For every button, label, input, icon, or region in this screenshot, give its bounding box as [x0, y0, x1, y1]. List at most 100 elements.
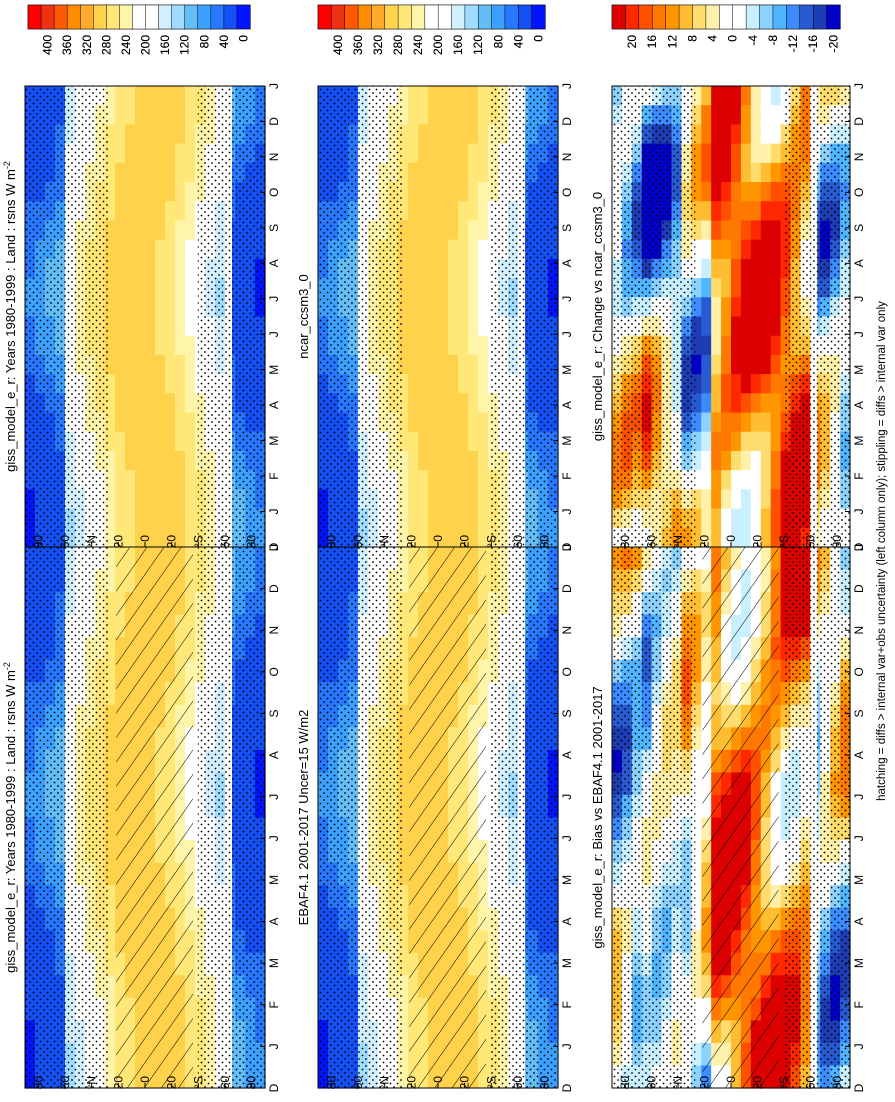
field-cell: [165, 182, 176, 202]
field-cell: [175, 450, 186, 471]
field-cell: [468, 201, 479, 222]
field-cell: [105, 354, 116, 375]
field-cell: [115, 220, 126, 241]
field-cell: [125, 143, 136, 164]
panel-title: ncar_ccsm3_0: [296, 274, 311, 359]
colorbar-label: 200: [139, 35, 153, 55]
field-cell: [691, 316, 702, 337]
field-cell: [398, 450, 409, 471]
field-cell: [175, 105, 186, 126]
field-cell: [438, 412, 449, 433]
field-cell: [731, 374, 742, 394]
colorbar-swatch: [651, 4, 667, 30]
field-cell: [448, 86, 459, 106]
field-cell: [458, 297, 469, 318]
field-cell: [750, 239, 762, 260]
field-cell: [711, 162, 722, 183]
colorbar-label: 400: [41, 35, 55, 55]
field-cell: [760, 239, 772, 260]
month-tick-label: J: [267, 544, 281, 550]
field-cell: [468, 489, 479, 510]
field-cell: [731, 239, 742, 260]
field-cell: [408, 412, 419, 433]
field-cell: [691, 817, 702, 841]
field-cell: [438, 239, 449, 260]
field-cell: [770, 450, 782, 471]
field-cell: [770, 393, 782, 414]
colorbar-label: 0: [531, 35, 545, 42]
field-cell: [135, 105, 146, 126]
field-cell: [448, 182, 459, 202]
field-cell: [105, 220, 116, 241]
field-cell: [428, 316, 439, 337]
field-cell: [408, 143, 419, 164]
hatching-overlay: [116, 547, 193, 1088]
field-cell: [750, 393, 762, 414]
field-cell: [145, 239, 156, 260]
field-cell: [740, 201, 752, 222]
field-cell: [398, 794, 409, 819]
colorbar-label: -4: [746, 35, 760, 46]
month-tick-label: M: [560, 365, 574, 375]
month-tick-label: J: [560, 1043, 574, 1049]
month-tick-label: O: [560, 188, 574, 197]
colorbar-swatch: [93, 4, 107, 30]
field-cell: [135, 297, 146, 318]
month-tick-label: J: [267, 794, 281, 800]
colorbar-swatch: [371, 4, 386, 30]
field-cell: [135, 431, 146, 452]
field-cell: [398, 930, 409, 954]
colorbar-swatch: [344, 4, 359, 30]
field-cell: [418, 258, 429, 279]
field-cell: [155, 220, 166, 241]
field-cell: [760, 297, 772, 318]
month-tick-label: J: [267, 509, 281, 515]
month-tick-label: J: [852, 1043, 866, 1049]
field-cell: [115, 508, 126, 529]
field-cell: [691, 354, 702, 375]
colorbar-label: 4: [706, 35, 720, 42]
field-cell: [691, 412, 702, 433]
stippling-overlay: [197, 86, 265, 547]
field-cell: [418, 316, 429, 337]
lat-tick-label: 60: [351, 1076, 365, 1090]
colorbar-swatch: [158, 4, 173, 30]
month-tick-label: M: [267, 436, 281, 446]
field-cell: [398, 86, 409, 106]
field-cell: [711, 182, 722, 202]
field-cell: [398, 659, 409, 683]
field-cell: [701, 431, 712, 452]
field-cell: [418, 527, 429, 548]
field-cell: [721, 393, 732, 414]
field-cell: [165, 450, 176, 471]
lat-tick-label: °S: [777, 535, 791, 548]
colorbar-label: 12: [665, 35, 679, 49]
field-cell: [185, 527, 196, 548]
colorbar-label: 200: [431, 35, 445, 55]
field-cell: [691, 794, 702, 819]
field-cell: [418, 297, 429, 318]
field-cell: [731, 124, 742, 145]
field-cell: [691, 86, 702, 106]
field-cell: [135, 143, 146, 164]
colorbar-label: -8: [766, 35, 780, 46]
field-cell: [155, 374, 166, 394]
field-cell: [398, 840, 409, 864]
field-cell: [145, 527, 156, 548]
field-cell: [398, 354, 409, 375]
field-cell: [185, 393, 196, 414]
lat-tick-label: 80: [31, 535, 45, 549]
month-tick-label: O: [267, 667, 281, 676]
lat-tick-label: 20: [458, 1076, 472, 1090]
field-cell: [721, 258, 732, 279]
month-tick-label: D: [267, 117, 281, 126]
field-cell: [105, 412, 116, 433]
field-cell: [740, 143, 752, 164]
field-cell: [408, 105, 419, 126]
field-cell: [155, 489, 166, 510]
field-cell: [135, 354, 146, 375]
field-cell: [711, 278, 722, 298]
field-cell: [145, 258, 156, 279]
field-cell: [165, 431, 176, 452]
field-cell: [105, 124, 116, 145]
